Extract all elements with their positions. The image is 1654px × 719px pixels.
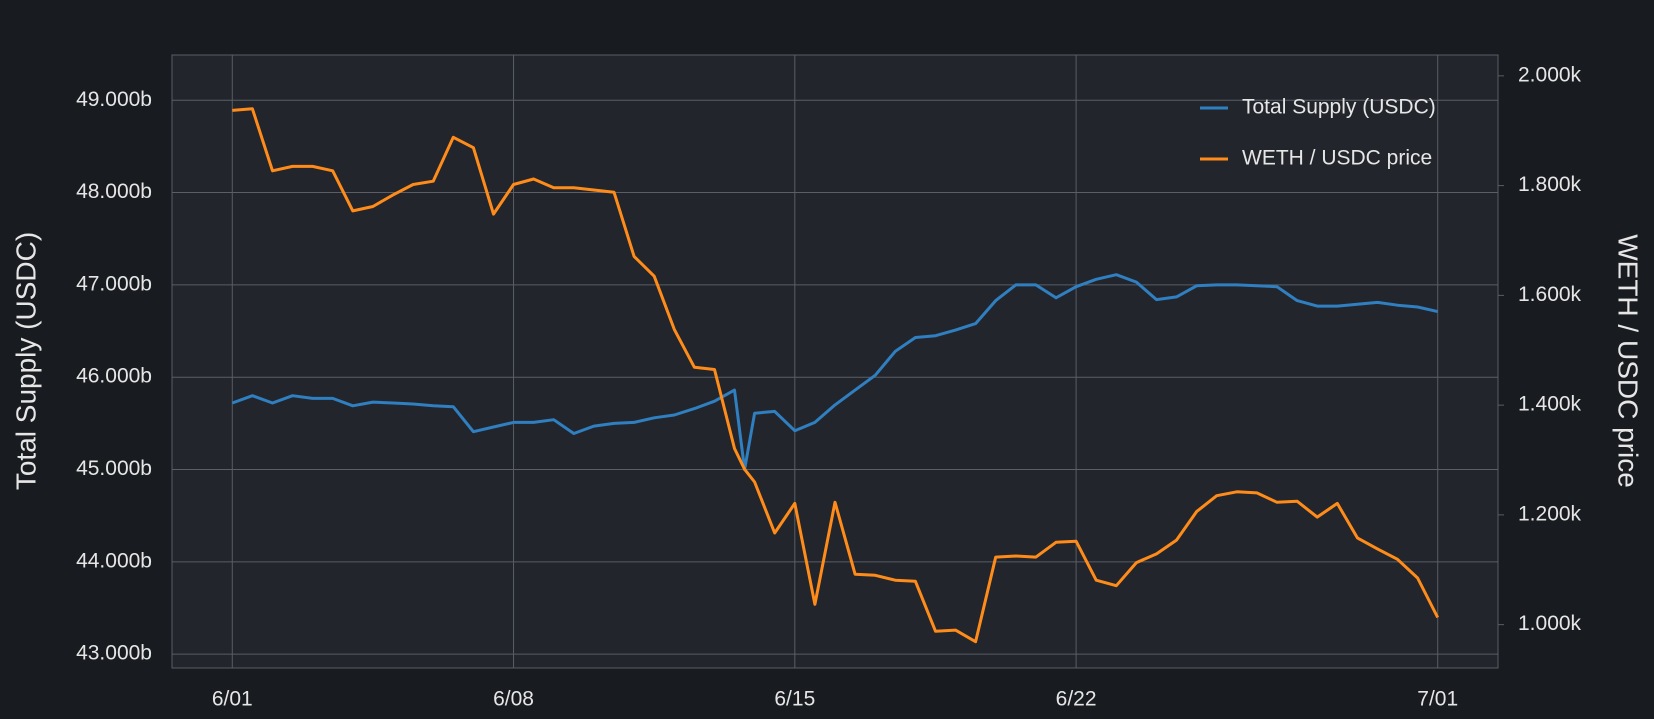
plot-area	[171, 54, 1499, 669]
y2-tick-label: 1.400k	[1518, 393, 1582, 416]
series-line	[232, 107, 1440, 644]
x-tick-label: 6/08	[493, 688, 534, 711]
x-tick-label: 6/01	[212, 688, 253, 711]
y-tick-label: 46.000b	[76, 365, 152, 388]
y2-tick-label: 2.000k	[1518, 63, 1582, 86]
y2-tick-label: 1.800k	[1518, 173, 1582, 196]
y2-tick-label: 1.600k	[1518, 283, 1582, 306]
legend-label: WETH / USDC price	[1242, 147, 1432, 170]
y-tick-label: 48.000b	[76, 180, 152, 203]
y-tick-label: 47.000b	[76, 272, 152, 295]
y-tick-label: 43.000b	[76, 642, 152, 665]
y2-axis-title: WETH / USDC price	[1613, 234, 1644, 488]
x-tick-label: 6/22	[1056, 688, 1097, 711]
y-tick-label: 45.000b	[76, 457, 152, 480]
y-axis-title: Total Supply (USDC)	[10, 232, 41, 490]
y-tick-label: 44.000b	[76, 549, 152, 572]
x-tick-label: 7/01	[1417, 688, 1458, 711]
y-tick-label: 49.000b	[76, 88, 152, 111]
y2-tick-label: 1.000k	[1518, 612, 1582, 635]
x-tick-label: 6/15	[774, 688, 815, 711]
legend-label: Total Supply (USDC)	[1242, 96, 1436, 119]
y2-tick-label: 1.200k	[1518, 502, 1582, 525]
series-line	[231, 273, 1439, 471]
